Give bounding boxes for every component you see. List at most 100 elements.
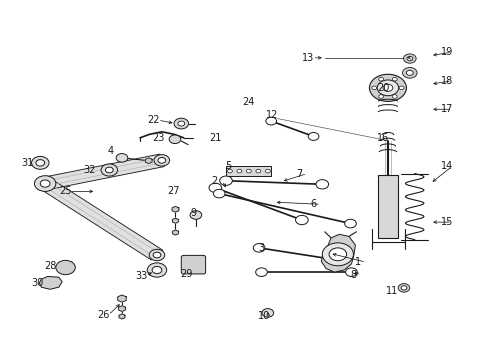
Circle shape bbox=[208, 183, 221, 193]
Text: 21: 21 bbox=[209, 133, 222, 143]
Circle shape bbox=[147, 263, 166, 277]
Polygon shape bbox=[172, 218, 178, 223]
Circle shape bbox=[56, 260, 75, 275]
Circle shape bbox=[169, 135, 181, 144]
Circle shape bbox=[174, 118, 188, 129]
Circle shape bbox=[36, 159, 44, 166]
Polygon shape bbox=[43, 154, 164, 190]
Text: 16: 16 bbox=[376, 133, 388, 143]
Text: 3: 3 bbox=[258, 243, 264, 253]
Text: 19: 19 bbox=[441, 47, 453, 57]
Circle shape bbox=[219, 176, 232, 185]
Circle shape bbox=[158, 157, 165, 163]
Circle shape bbox=[255, 268, 267, 276]
Circle shape bbox=[105, 167, 113, 173]
Circle shape bbox=[40, 180, 50, 187]
FancyBboxPatch shape bbox=[181, 255, 205, 274]
Circle shape bbox=[227, 169, 232, 173]
Circle shape bbox=[391, 77, 396, 81]
Circle shape bbox=[116, 154, 127, 162]
Circle shape bbox=[406, 57, 412, 61]
Circle shape bbox=[378, 95, 383, 98]
Circle shape bbox=[253, 244, 264, 252]
Text: 32: 32 bbox=[83, 165, 95, 175]
Text: 10: 10 bbox=[257, 311, 269, 321]
Text: 14: 14 bbox=[441, 161, 453, 171]
Bar bbox=[225, 166, 270, 176]
Circle shape bbox=[322, 243, 353, 266]
Text: 8: 8 bbox=[350, 270, 356, 280]
Circle shape bbox=[378, 77, 383, 81]
Circle shape bbox=[345, 268, 357, 276]
Circle shape bbox=[237, 169, 242, 173]
Circle shape bbox=[400, 286, 406, 290]
Circle shape bbox=[262, 309, 273, 317]
Text: 1: 1 bbox=[355, 257, 361, 267]
Circle shape bbox=[328, 248, 346, 261]
Text: 11: 11 bbox=[385, 287, 397, 296]
Circle shape bbox=[402, 67, 416, 78]
Polygon shape bbox=[40, 179, 163, 260]
Circle shape bbox=[178, 121, 184, 126]
Bar bbox=[377, 175, 397, 238]
Text: 22: 22 bbox=[147, 115, 160, 125]
Text: 17: 17 bbox=[441, 104, 453, 114]
Circle shape bbox=[213, 189, 224, 198]
Circle shape bbox=[152, 266, 162, 274]
Circle shape bbox=[101, 164, 117, 176]
Text: 31: 31 bbox=[22, 158, 34, 168]
Circle shape bbox=[371, 86, 376, 90]
Polygon shape bbox=[118, 295, 126, 302]
Text: 13: 13 bbox=[301, 53, 313, 63]
Polygon shape bbox=[172, 206, 179, 212]
Circle shape bbox=[31, 157, 49, 169]
Circle shape bbox=[382, 84, 392, 91]
Circle shape bbox=[149, 249, 164, 261]
Polygon shape bbox=[119, 314, 124, 319]
Text: 12: 12 bbox=[266, 110, 278, 120]
Polygon shape bbox=[145, 158, 152, 163]
Text: 30: 30 bbox=[31, 278, 44, 288]
Circle shape bbox=[369, 74, 406, 102]
Polygon shape bbox=[119, 306, 125, 311]
Circle shape bbox=[307, 132, 318, 140]
Circle shape bbox=[344, 219, 356, 228]
Polygon shape bbox=[172, 230, 178, 235]
Text: 27: 27 bbox=[167, 186, 180, 197]
Text: 18: 18 bbox=[441, 76, 453, 86]
Text: 24: 24 bbox=[242, 97, 254, 107]
Circle shape bbox=[246, 169, 251, 173]
Text: 20: 20 bbox=[376, 83, 388, 93]
Text: 2: 2 bbox=[211, 176, 217, 186]
Circle shape bbox=[154, 155, 169, 166]
Text: 25: 25 bbox=[59, 186, 71, 197]
Text: 9: 9 bbox=[190, 208, 196, 218]
Circle shape bbox=[391, 95, 396, 98]
Circle shape bbox=[34, 176, 56, 192]
Text: 33: 33 bbox=[135, 271, 147, 281]
Circle shape bbox=[315, 180, 328, 189]
Text: 7: 7 bbox=[296, 168, 302, 179]
Text: 4: 4 bbox=[107, 146, 113, 156]
Text: 23: 23 bbox=[152, 133, 164, 143]
Circle shape bbox=[406, 70, 412, 75]
Circle shape bbox=[398, 86, 403, 90]
Circle shape bbox=[295, 215, 307, 225]
Text: 29: 29 bbox=[180, 269, 192, 279]
Circle shape bbox=[265, 117, 276, 125]
Circle shape bbox=[322, 254, 333, 263]
Circle shape bbox=[265, 169, 270, 173]
Polygon shape bbox=[39, 276, 62, 289]
Text: 28: 28 bbox=[44, 261, 57, 271]
Circle shape bbox=[376, 80, 398, 96]
Text: 15: 15 bbox=[441, 217, 453, 227]
Circle shape bbox=[255, 169, 260, 173]
Circle shape bbox=[190, 211, 201, 219]
Text: 26: 26 bbox=[98, 310, 110, 320]
Text: 5: 5 bbox=[224, 161, 231, 171]
Circle shape bbox=[403, 54, 415, 63]
Text: 6: 6 bbox=[309, 199, 316, 209]
Circle shape bbox=[153, 252, 161, 258]
Polygon shape bbox=[321, 234, 355, 272]
Circle shape bbox=[397, 284, 409, 292]
